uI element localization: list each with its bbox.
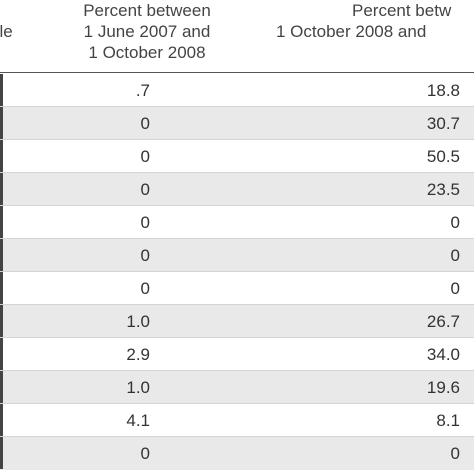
cell-period-2: 0 (450, 213, 460, 232)
cell-period-1: 0 (140, 180, 150, 199)
row-edge-marker (0, 437, 3, 469)
cell-period-1: 0 (140, 444, 150, 463)
cell-period-2: 23.5 (426, 180, 460, 199)
table-row: 0 30.7 (0, 107, 474, 140)
header-line: 1 October 2008 and (276, 22, 427, 41)
row-edge-marker (0, 206, 3, 238)
cell-period-1: 2.9 (126, 345, 150, 364)
row-edge-marker (0, 404, 3, 436)
header-line: Percent betw (352, 1, 452, 20)
cell-period-1: 1.0 (126, 312, 150, 331)
row-edge-marker (0, 140, 3, 172)
table-row: 0 23.5 (0, 173, 474, 206)
cell-period-1: 0 (140, 147, 150, 166)
cell-period-2: 0 (450, 279, 460, 298)
header-line: ale (0, 22, 13, 41)
row-edge-marker (0, 272, 3, 304)
row-edge-marker (0, 74, 3, 106)
row-edge-marker (0, 173, 3, 205)
cell-period-2: 30.7 (426, 114, 460, 133)
row-edge-marker (0, 239, 3, 271)
cell-period-2: 18.8 (426, 81, 460, 100)
cell-period-1: .7 (135, 81, 150, 100)
header-line: 1 June 2007 and (83, 22, 211, 41)
cell-period-2: 50.5 (426, 147, 460, 166)
column-header-scale: ale (0, 21, 42, 42)
table-header: ale Percent between 1 June 2007 and 1 Oc… (0, 0, 474, 73)
table-row: .7 18.8 (0, 74, 474, 107)
header-line: Percent between (83, 1, 211, 20)
cell-period-2: 0 (450, 444, 460, 463)
column-header-period-1: Percent between 1 June 2007 and 1 Octobe… (57, 0, 237, 63)
cell-period-2: 0 (450, 246, 460, 265)
header-line: 1 October 2008 (88, 43, 206, 62)
row-edge-marker (0, 371, 3, 403)
table-row: 2.9 34.0 (0, 338, 474, 371)
cell-period-1: 4.1 (126, 411, 150, 430)
table-row: 1.0 26.7 (0, 305, 474, 338)
cell-period-2: 8.1 (436, 411, 460, 430)
row-edge-marker (0, 305, 3, 337)
cell-period-2: 26.7 (426, 312, 460, 331)
table-row: 0 50.5 (0, 140, 474, 173)
row-edge-marker (0, 338, 3, 370)
row-edge-marker (0, 107, 3, 139)
cell-period-1: 1.0 (126, 378, 150, 397)
cell-period-1: 0 (140, 213, 150, 232)
cell-period-1: 0 (140, 246, 150, 265)
cell-period-2: 19.6 (426, 378, 460, 397)
cell-period-2: 34.0 (426, 345, 460, 364)
cell-period-1: 0 (140, 279, 150, 298)
table-row: 1.0 19.6 (0, 371, 474, 404)
table-row: 4.1 8.1 (0, 404, 474, 437)
cell-period-1: 0 (140, 114, 150, 133)
column-header-period-2: Percent betw 1 October 2008 and (272, 0, 474, 42)
